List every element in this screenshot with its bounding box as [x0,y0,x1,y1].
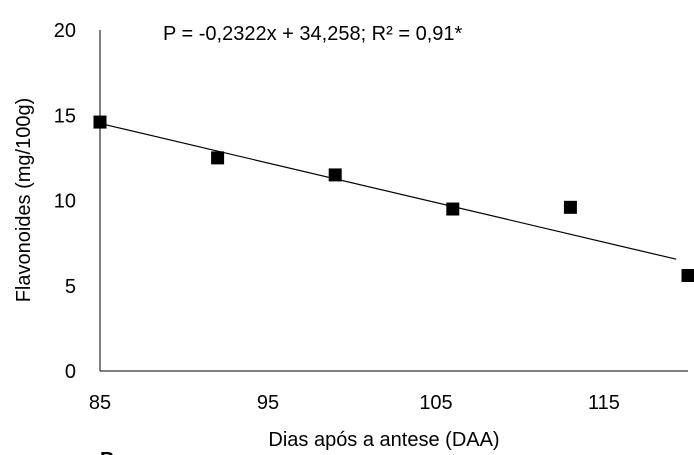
data-point [93,115,107,129]
regression-equation: P = -0,2322x + 34,258; R² = 0,91* [163,23,463,45]
trendline [99,122,677,260]
y-tick-label: 5 [65,276,76,298]
y-tick-label: 15 [54,105,76,127]
x-tick-label: 105 [419,392,452,414]
data-points [93,115,694,283]
y-axis-label: Flavonoides (mg/100g) [13,98,35,303]
data-point [446,202,460,216]
data-point [563,200,577,214]
panel-letter: B [100,449,114,455]
data-point [211,151,225,165]
y-tick-labels: 0 5 10 15 20 [54,20,76,383]
y-tick-label: 10 [54,191,76,213]
y-tick-label: 20 [54,20,76,42]
y-tick-label: 0 [65,361,76,383]
x-tick-label: 85 [89,392,111,414]
x-tick-labels: 85 95 105 115 [89,392,620,414]
data-point [681,269,694,283]
x-axis-label: Dias após a antese (DAA) [268,429,499,451]
data-point [328,168,342,182]
x-tick-label: 115 [588,392,620,414]
x-tick-label: 95 [257,392,279,414]
